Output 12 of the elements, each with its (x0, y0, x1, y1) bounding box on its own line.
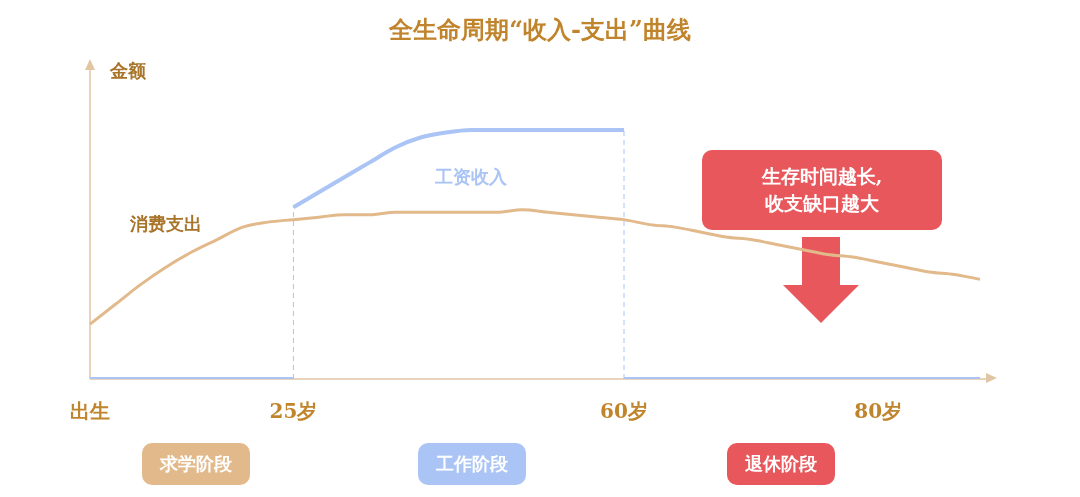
x-tick-label: 80岁 (854, 399, 903, 424)
text: 退休阶段 (745, 452, 817, 477)
series-label: 消费支出 (129, 212, 203, 234)
x-tick-label: 60岁 (600, 399, 648, 424)
x-tick-label: 出生 (70, 399, 110, 424)
series-label: 工资收入 (434, 165, 509, 187)
text: 工作阶段 (436, 452, 508, 477)
x-tick-label: 25岁 (269, 399, 318, 424)
chart-title: 全生命周期“收入-支出”曲线 (388, 15, 691, 45)
text: 求学阶段 (160, 452, 232, 477)
y-axis-title: 金额 (109, 59, 147, 81)
annotation: 生存时间越长, 收支缺口越大 (761, 164, 883, 216)
